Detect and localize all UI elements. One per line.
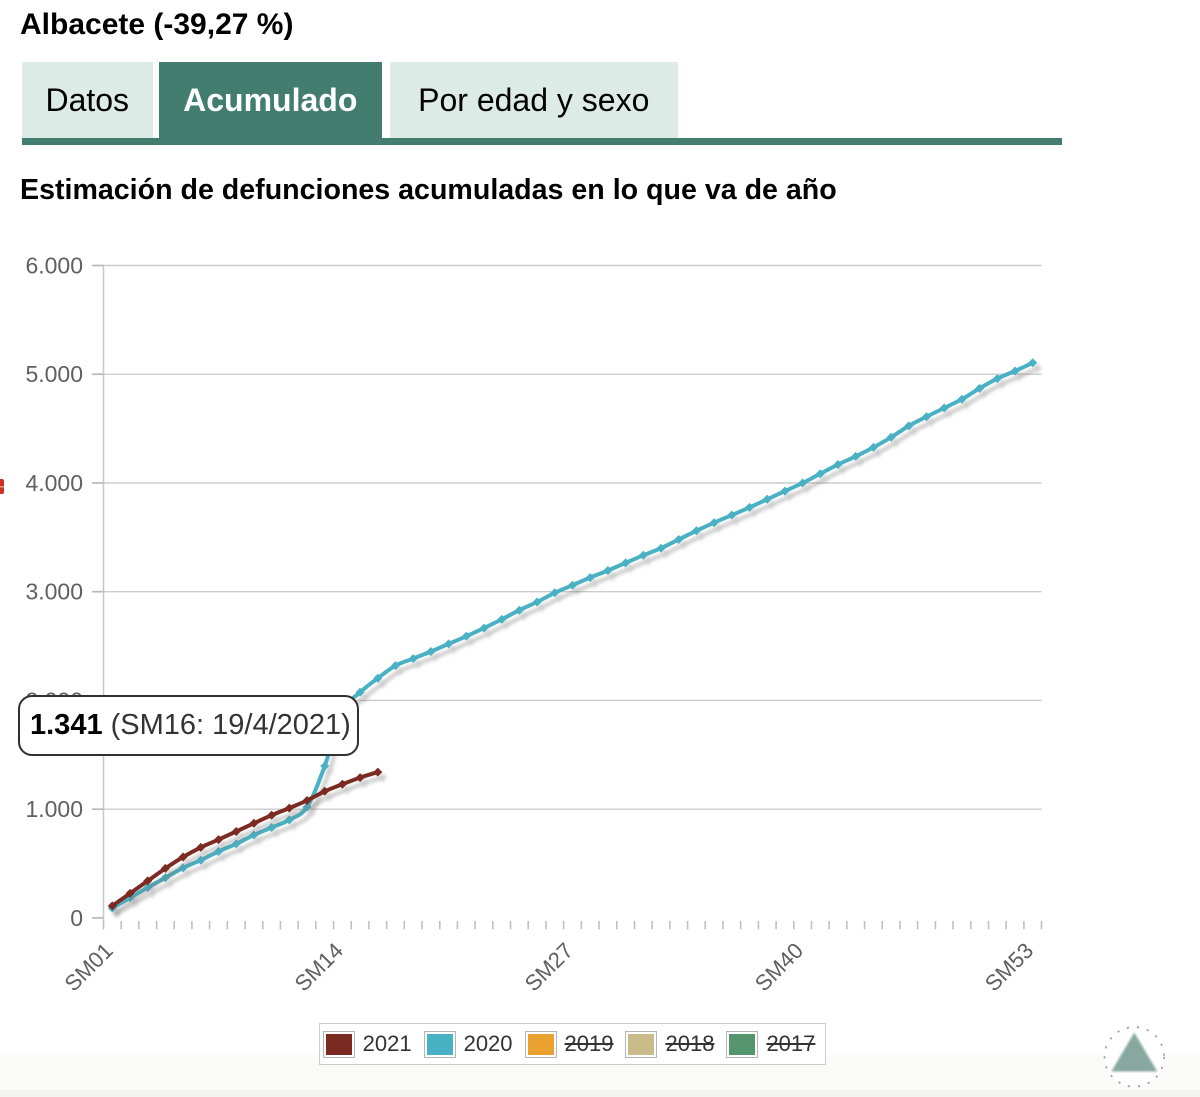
svg-text:SM27: SM27 xyxy=(520,938,578,996)
svg-text:SM53: SM53 xyxy=(980,938,1038,996)
svg-text:SM01: SM01 xyxy=(60,938,118,996)
svg-text:0: 0 xyxy=(70,905,83,931)
svg-text:SM14: SM14 xyxy=(290,938,348,996)
svg-text:6.000: 6.000 xyxy=(25,253,83,279)
svg-text:3.000: 3.000 xyxy=(25,579,83,605)
svg-text:5.000: 5.000 xyxy=(25,361,83,387)
svg-text:SM40: SM40 xyxy=(750,938,808,996)
svg-text:1.000: 1.000 xyxy=(25,796,83,822)
svg-text:4.000: 4.000 xyxy=(25,470,83,496)
